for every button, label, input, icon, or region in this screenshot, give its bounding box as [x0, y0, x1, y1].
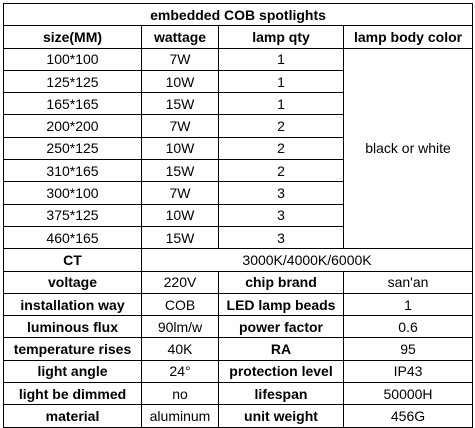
row-label: unit weight — [218, 404, 344, 428]
row-label: light be dimmed — [3, 382, 142, 406]
table-cell: 100*100 — [3, 47, 142, 71]
table-cell: COB — [141, 292, 219, 317]
row-label: RA — [218, 337, 344, 361]
table-cell: 7W — [141, 181, 219, 205]
table-cell: 15W — [141, 225, 219, 250]
table-cell: 125*125 — [3, 69, 142, 94]
table-cell: 1 — [218, 47, 344, 71]
table-cell: 15W — [141, 92, 219, 116]
row-label: luminous flux — [3, 315, 142, 339]
table-title: embedded COB spotlights — [2, 2, 474, 27]
table-cell: 10W — [141, 136, 219, 161]
row-label: temperature rises — [3, 337, 142, 361]
table-cell: 10W — [141, 69, 219, 94]
table-cell: 310*165 — [3, 159, 142, 183]
row-label: lifespan — [218, 382, 344, 406]
table-cell: 300*100 — [3, 181, 142, 205]
column-header: size(MM) — [3, 25, 142, 49]
table-cell: 0.6 — [342, 315, 474, 339]
table-cell: 460*165 — [3, 225, 142, 250]
table-cell: IP43 — [342, 359, 474, 384]
row-label: CT — [3, 248, 142, 272]
table-cell: 456G — [342, 404, 474, 428]
table-cell: 40K — [141, 337, 219, 361]
table-row: size(MM) wattage lamp qty lamp body color — [3, 25, 474, 49]
table-row: 100*100 7W 1 black or white — [3, 47, 474, 250]
table-cell: 1 — [342, 292, 474, 317]
table-row: light be dimmed no lifespan 50000H — [3, 382, 474, 406]
table-cell: 3 — [218, 225, 344, 250]
table-cell: 95 — [342, 337, 474, 361]
table-cell: 7W — [141, 114, 219, 138]
table-cell: 15W — [141, 159, 219, 183]
table-row: installation way COB LED lamp beads 1 — [3, 292, 474, 317]
table-cell: no — [141, 382, 219, 406]
table-cell: 1 — [218, 69, 344, 94]
table-row: 460*165 15W 3 — [3, 225, 473, 250]
row-label: chip brand — [218, 270, 344, 294]
row-label: power factor — [218, 315, 344, 339]
row-label: light angle — [3, 359, 142, 384]
table-cell: 3 — [218, 203, 344, 227]
table-row: temperature rises 40K RA 95 — [3, 337, 474, 361]
table-cell: 165*165 — [3, 92, 142, 116]
table-row: embedded COB spotlights — [2, 2, 474, 27]
table-cell: 50000H — [342, 382, 474, 406]
table-cell: black or white — [342, 47, 474, 250]
table-cell: 200*200 — [3, 114, 142, 138]
column-header: lamp body color — [342, 25, 474, 49]
table-cell: 24° — [141, 359, 219, 384]
row-label: LED lamp beads — [218, 292, 344, 317]
table-cell: 250*125 — [3, 136, 142, 161]
row-label: protection level — [218, 359, 344, 384]
row-label: material — [3, 404, 142, 428]
table-cell: 1 — [218, 92, 344, 116]
table-cell: 2 — [218, 159, 344, 183]
table-cell: aluminum — [141, 404, 219, 428]
row-label: installation way — [3, 292, 142, 317]
row-label: voltage — [3, 270, 142, 294]
column-header: lamp qty — [218, 25, 344, 49]
table-cell: 10W — [141, 203, 219, 227]
table-cell: 220V — [141, 270, 219, 294]
table-row: light angle 24° protection level IP43 — [3, 359, 474, 384]
table-cell: 90lm/w — [141, 315, 219, 339]
table-row: CT 3000K/4000K/6000K — [3, 248, 474, 272]
table-cell: 7W — [141, 47, 219, 71]
table-cell: 3000K/4000K/6000K — [140, 248, 474, 272]
column-header: wattage — [141, 25, 219, 49]
table-row: voltage 220V chip brand san'an — [3, 270, 474, 294]
table-cell: 375*125 — [3, 203, 142, 227]
table-cell: 2 — [218, 114, 344, 138]
table-row: luminous flux 90lm/w power factor 0.6 — [3, 315, 474, 339]
table-row: material aluminum unit weight 456G — [3, 404, 474, 428]
table-cell: san'an — [342, 270, 474, 294]
table-cell: 2 — [218, 136, 344, 161]
table-cell: 3 — [218, 181, 344, 205]
